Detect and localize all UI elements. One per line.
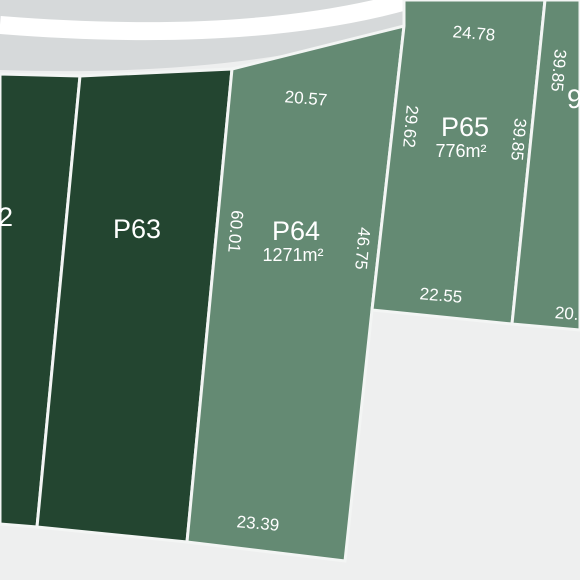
plot-p64-label: P64: [272, 216, 320, 246]
plot-p65-dim-bottom: 22.55: [419, 284, 463, 307]
plot-p64-dim-bottom: 23.39: [236, 512, 280, 535]
road-edge: [0, 0, 413, 41]
plot-p64[interactable]: [185, 24, 406, 563]
plot-p66-label: 9: [567, 84, 580, 114]
plot-p64-dim-right: 46.75: [351, 226, 374, 270]
plot-p65-dim-right: 39.85: [507, 117, 530, 161]
plot-p64-dim-top: 20.57: [284, 87, 328, 110]
plot-p63-label: P63: [113, 214, 161, 244]
plot-p65-dim-top: 24.78: [452, 22, 496, 45]
plot-p66-dim-left: 39.85: [547, 48, 570, 92]
plot-p64-dim-left: 60.01: [224, 209, 247, 253]
plot-p65-dim-left: 29.62: [399, 104, 422, 148]
plot-p66[interactable]: [510, 0, 580, 332]
plot-p65-label: P65: [441, 112, 489, 142]
plot-p65-area: 776m²: [435, 141, 486, 161]
plot-p66-dim-bottom: 20.: [554, 303, 579, 324]
plot-p62-label: 2: [0, 202, 13, 232]
plot-p64-area: 1271m²: [262, 245, 323, 265]
